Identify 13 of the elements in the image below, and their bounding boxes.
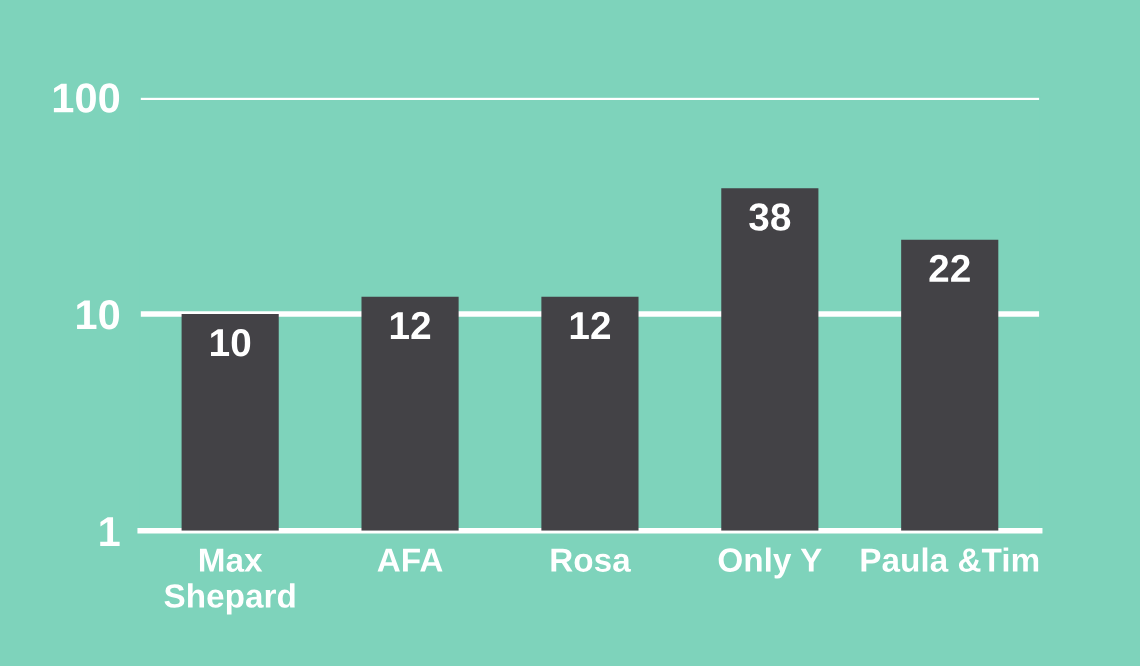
- x-tick-label: Only Y: [718, 547, 822, 579]
- y-tick-label: 1: [100, 517, 120, 546]
- data-label: 38: [749, 203, 791, 231]
- y-tick-label: 10: [77, 300, 120, 330]
- x-tick-label: AFA: [377, 548, 443, 572]
- data-label: 22: [929, 254, 970, 282]
- x-tick-label: Max Shepard: [164, 548, 295, 615]
- data-label: 12: [390, 311, 431, 339]
- x-tick-label: Paula &Tim: [861, 547, 1039, 572]
- y-tick-label: 100: [53, 83, 120, 113]
- data-label: 12: [570, 311, 611, 339]
- x-tick-label: Rosa: [551, 548, 631, 572]
- data-label: 10: [210, 328, 251, 357]
